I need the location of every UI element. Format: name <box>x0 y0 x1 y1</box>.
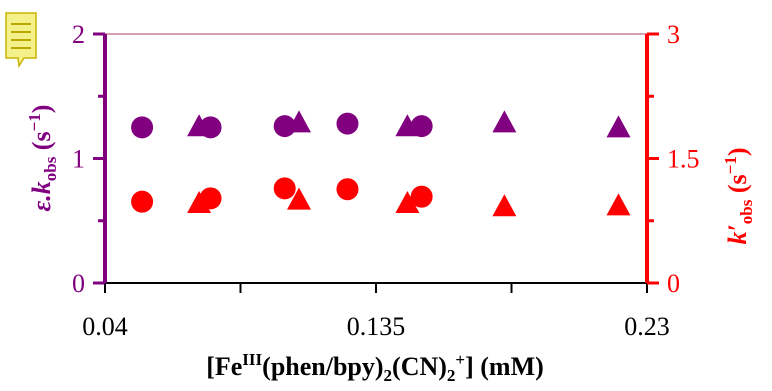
data-point-triangle <box>287 187 311 210</box>
data-point-circle <box>273 177 296 200</box>
x-axis-ticks: 0.04 0.135 0.23 <box>82 283 670 341</box>
data-point-circle <box>131 116 154 139</box>
data-point-triangle <box>492 110 517 133</box>
right-y-tick-label: 1.5 <box>667 145 700 174</box>
data-points <box>131 110 631 217</box>
data-point-triangle <box>492 194 517 217</box>
data-point-triangle <box>187 114 212 137</box>
left-y-tick-label: 1 <box>72 145 85 174</box>
right-y-axis-title: k′obs (s−1) <box>721 147 756 244</box>
data-point-triangle <box>287 110 311 133</box>
data-point-circle <box>336 178 359 201</box>
x-axis-title: [FeIII(phen/bpy)2(CN)2+] (mM) <box>206 350 544 385</box>
data-point-triangle <box>395 191 420 213</box>
data-point-triangle <box>395 114 420 137</box>
data-point-circle <box>336 112 359 135</box>
data-point-circle <box>131 190 154 213</box>
x-tick-label: 0.135 <box>347 312 406 341</box>
data-point-circle <box>410 185 433 208</box>
left-y-tick-label: 0 <box>72 269 85 298</box>
right-y-axis-ticks: 01.53 <box>647 20 700 298</box>
data-point-triangle <box>187 191 212 213</box>
right-y-tick-label: 3 <box>667 20 680 49</box>
left-y-axis-title: ε.kobs (s−1) <box>25 105 60 212</box>
x-tick-label: 0.23 <box>624 312 670 341</box>
data-point-triangle <box>606 115 631 138</box>
left-y-axis-ticks: 0 1 2 <box>72 20 105 298</box>
left-y-tick-label: 2 <box>72 20 85 49</box>
data-point-triangle <box>606 193 631 216</box>
x-tick-label: 0.04 <box>82 312 128 341</box>
note-icon[interactable] <box>5 12 37 69</box>
right-y-tick-label: 0 <box>667 269 680 298</box>
